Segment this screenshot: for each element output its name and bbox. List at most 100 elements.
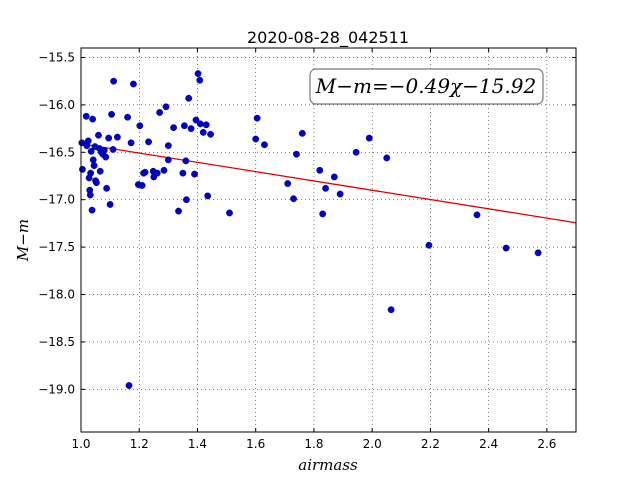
plot-area <box>81 48 576 432</box>
y-tick-label: −16.5 <box>38 145 75 159</box>
data-point <box>175 207 182 215</box>
data-point <box>109 146 117 153</box>
data-point <box>322 184 329 192</box>
data-point <box>179 169 187 177</box>
data-point <box>207 130 214 138</box>
data-point <box>170 124 177 132</box>
data-point <box>79 165 86 173</box>
data-point <box>425 241 433 249</box>
data-point <box>108 110 115 118</box>
fit-line <box>80 143 577 224</box>
data-point <box>82 112 90 120</box>
data-point <box>196 120 204 128</box>
data-point <box>89 156 97 164</box>
data-point <box>160 166 168 174</box>
y-tick-label: −16.0 <box>38 98 75 112</box>
data-point <box>183 196 190 204</box>
data-point <box>84 137 92 145</box>
x-tick-label: 2.2 <box>421 437 440 451</box>
y-ticks: −15.5 −16.0 −16.5 −17.0 −17.5 −18.0 −18.5 −19.0 <box>38 50 576 396</box>
data-point <box>319 210 327 218</box>
data-point <box>88 206 96 214</box>
data-point <box>284 180 292 187</box>
y-tick-label: −17.0 <box>38 193 75 207</box>
data-point <box>226 209 233 217</box>
data-point <box>87 169 95 177</box>
y-tick-label: −18.0 <box>38 288 75 302</box>
data-point <box>102 153 110 161</box>
data-point <box>130 80 137 88</box>
annotation-box <box>309 68 544 105</box>
x-tick-label: 1.6 <box>246 437 265 451</box>
data-point <box>194 70 202 78</box>
data-points <box>78 70 542 389</box>
data-point <box>110 77 118 85</box>
data-point <box>180 122 188 130</box>
y-tick-label: −17.5 <box>38 240 75 254</box>
data-point <box>192 116 200 124</box>
data-point <box>86 191 94 199</box>
data-point <box>473 211 481 219</box>
y-axis-label: M−m <box>14 219 32 262</box>
data-point <box>202 121 210 129</box>
data-point <box>145 138 152 146</box>
x-tick-label: 2.6 <box>537 437 556 451</box>
x-tick-label: 2.0 <box>363 437 382 451</box>
data-point <box>191 170 198 178</box>
data-point <box>196 76 204 84</box>
y-tick-label: −19.0 <box>38 382 75 396</box>
data-point <box>187 125 195 132</box>
data-point <box>113 133 121 141</box>
x-axis-label: airmass <box>298 456 358 474</box>
data-point <box>136 122 144 130</box>
data-point <box>125 382 133 389</box>
x-tick-label: 1.4 <box>188 437 207 451</box>
data-point <box>253 114 261 122</box>
data-point <box>261 141 268 149</box>
data-point <box>89 115 97 123</box>
data-point <box>352 148 360 156</box>
data-point <box>103 184 111 192</box>
data-point <box>204 192 212 200</box>
data-point <box>96 167 104 175</box>
x-ticks: 1.0 1.2 1.4 1.6 1.8 2.0 2.2 2.4 2.6 <box>71 48 556 451</box>
data-point <box>252 135 260 143</box>
data-point <box>162 103 170 111</box>
data-point <box>153 169 161 177</box>
x-tick-label: 1.0 <box>71 437 90 451</box>
data-point <box>330 173 338 181</box>
data-point <box>138 182 146 189</box>
data-point <box>298 129 306 137</box>
data-point <box>316 166 324 174</box>
y-tick-label: −15.5 <box>38 50 75 64</box>
data-point <box>95 131 102 139</box>
x-tick-label: 2.4 <box>479 437 498 451</box>
data-point <box>87 147 95 155</box>
data-point <box>387 306 395 314</box>
fit-equation: M−m=−0.49χ−15.92 <box>315 74 536 98</box>
data-point <box>185 94 193 102</box>
data-point <box>100 146 108 154</box>
data-point <box>106 201 114 208</box>
data-point <box>336 190 344 198</box>
y-tick-label: −18.5 <box>38 335 75 349</box>
grid-lines <box>81 48 576 432</box>
data-point <box>124 113 131 121</box>
data-point <box>534 249 542 257</box>
data-point <box>105 134 113 142</box>
data-point <box>383 154 391 162</box>
data-point <box>127 139 135 147</box>
data-point <box>93 179 100 187</box>
x-tick-label: 1.8 <box>304 437 323 451</box>
data-point <box>293 150 300 158</box>
chart-title: 2020-08-28_042511 <box>247 28 409 48</box>
data-point <box>199 128 207 136</box>
fit-annotation: M−m=−0.49χ−15.92 <box>309 68 544 105</box>
plot-frame <box>80 47 577 433</box>
data-point <box>365 134 373 142</box>
data-point <box>164 142 172 150</box>
data-point <box>164 156 172 164</box>
data-point <box>290 195 297 203</box>
data-point <box>502 244 510 252</box>
data-point <box>156 109 164 116</box>
